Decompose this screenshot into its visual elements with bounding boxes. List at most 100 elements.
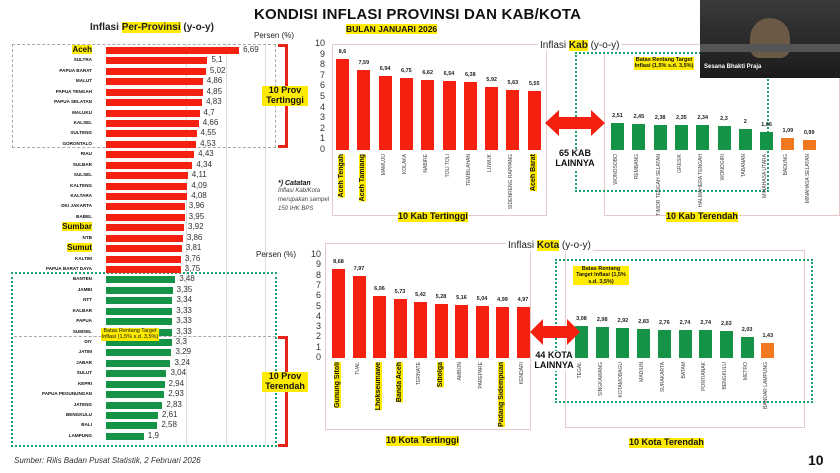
- prov-value: 3,29: [175, 347, 192, 357]
- bar-value: 2,74: [700, 319, 712, 326]
- prov-value: 4,08: [191, 191, 207, 201]
- prov-bar: [106, 203, 185, 211]
- category-label: TEGAL: [577, 362, 583, 379]
- bar-value: 2,35: [676, 115, 687, 122]
- prov-bar: [106, 182, 188, 190]
- category-label: REMBANG: [634, 154, 641, 180]
- bar-value: 7,59: [358, 59, 370, 66]
- kab-target-note: Batas Rentang Target Inflasi (1,5% s.d. …: [634, 57, 694, 70]
- y-tick: 1: [315, 341, 321, 352]
- prov-bar: [106, 380, 165, 388]
- bar-value: 1,66: [761, 122, 772, 129]
- category-label: LUWUK: [487, 154, 494, 173]
- bar-value: 2,92: [617, 317, 629, 324]
- prov-bar: [106, 151, 195, 159]
- prov-label: PAPUA BARAT: [59, 67, 92, 73]
- kab-high-label: 10 Kab Tertinggi: [398, 211, 468, 222]
- prov-label: PAPUA TENGAH: [55, 88, 92, 94]
- bar-value: 6,06: [374, 285, 385, 292]
- category-label: SIDENRENG RAPPANG: [508, 154, 515, 210]
- bar-value: 8,68: [333, 258, 344, 265]
- kota-bar: [699, 329, 713, 358]
- prov-bar: [106, 224, 184, 232]
- y-tick: 9: [315, 259, 321, 270]
- y-tick: 10: [310, 249, 321, 259]
- prov-label: NTT: [83, 297, 92, 303]
- bar-value: 6,94: [379, 66, 391, 73]
- prov-label: JABAR: [76, 359, 92, 365]
- prov-label: MALUT: [75, 78, 92, 84]
- bar-value: 5,42: [415, 292, 426, 299]
- prov-label: Aceh: [4, 45, 92, 54]
- bar-value: 2,03: [741, 327, 753, 334]
- category-label: BATAM: [680, 362, 687, 379]
- catatan: *) Catatan Inflasi Kab/Kota merupakan sa…: [278, 180, 334, 214]
- kota-bar: [455, 304, 468, 358]
- kab-bar: [717, 125, 731, 150]
- bar-value: 5,04: [476, 296, 488, 303]
- prov-label: KALTARA: [70, 193, 92, 199]
- prov-label: PAPUA PEGUNUNGAN: [41, 391, 92, 397]
- kota-bar: [393, 298, 407, 358]
- prov-value: 6,69: [243, 45, 259, 54]
- prov-value: 4,34: [196, 159, 212, 169]
- bar-value: 5,92: [486, 77, 497, 84]
- y-tick: 2: [319, 122, 325, 133]
- prov-value: 3,76: [184, 253, 201, 263]
- kota-bar: [373, 295, 386, 358]
- prov-label: Sumbar: [4, 222, 92, 232]
- y-tick: 8: [319, 59, 325, 70]
- prov-bar: [106, 286, 173, 294]
- double-arrow-icon: [545, 110, 605, 136]
- bar-value: 5,73: [394, 288, 406, 295]
- prov-value: 3,24: [174, 357, 191, 367]
- prov-bar: [106, 120, 199, 127]
- page-title: KONDISI INFLASI PROVINSI DAN KAB/KOTA: [254, 6, 582, 23]
- category-label: WONOSOBO: [613, 154, 619, 185]
- category-label: TEMBILAHAN: [465, 154, 472, 186]
- bar-value: 4,97: [517, 296, 529, 303]
- prov-label: JATIM: [78, 349, 92, 355]
- prov-bar: [106, 140, 197, 148]
- kab-bar: [632, 124, 646, 150]
- top10-prov-label: 10 Prov Tertinggi: [262, 85, 308, 106]
- category-label: TOLI TOLI: [444, 154, 451, 178]
- kab-bar: [336, 58, 349, 150]
- y-tick: 0: [315, 352, 321, 362]
- prov-value: 3,92: [188, 222, 204, 232]
- prov-bar: [106, 193, 188, 201]
- bar-value: 0,99: [803, 129, 815, 136]
- kota-lainnya: 44 KOTA LAINNYA: [533, 350, 575, 371]
- y-tick: 7: [315, 279, 321, 290]
- bar-value: 2,38: [654, 114, 666, 121]
- prov-value: 4,53: [200, 138, 216, 148]
- prov-value: 2,61: [161, 410, 178, 420]
- prov-label: SULSEL: [73, 172, 92, 178]
- prov-value: 3,3: [175, 337, 187, 347]
- prov-value: 3,48: [179, 274, 195, 284]
- kota-bar: [434, 303, 448, 358]
- kab-chart-title: Inflasi Kab (y-o-y): [538, 40, 622, 51]
- category-label: Lhokseumawe: [375, 362, 382, 411]
- prov-label-text: Aceh: [72, 45, 92, 54]
- category-label: Aceh Tamiang: [359, 154, 367, 202]
- prov-bar: [106, 359, 171, 367]
- category-label: SINGKAWANG: [597, 362, 604, 397]
- prov-label: MALUKU: [72, 109, 92, 115]
- speaker-figure: [750, 18, 790, 58]
- kab-bar: [802, 139, 816, 150]
- bar-value: 2,45: [633, 114, 645, 121]
- title-pre: Inflasi: [508, 240, 537, 251]
- prov-chart-title: Inflasi Per-Provinsi (y-o-y): [90, 22, 214, 33]
- prov-value: 3,33: [176, 326, 192, 336]
- prov-label: BALI: [81, 422, 92, 428]
- prov-value: 2,83: [166, 399, 182, 409]
- bottom10-prov-label: 10 Prov Terendah: [262, 371, 308, 392]
- bar-value: 1,43: [762, 333, 774, 340]
- kota-bar: [719, 330, 733, 358]
- category-label: NABIRE: [423, 154, 430, 173]
- kab-bar: [760, 132, 774, 150]
- prov-label: DIY: [84, 339, 92, 345]
- title-hl: Per-Provinsi: [121, 22, 181, 33]
- prov-label: KALBAR: [72, 307, 92, 313]
